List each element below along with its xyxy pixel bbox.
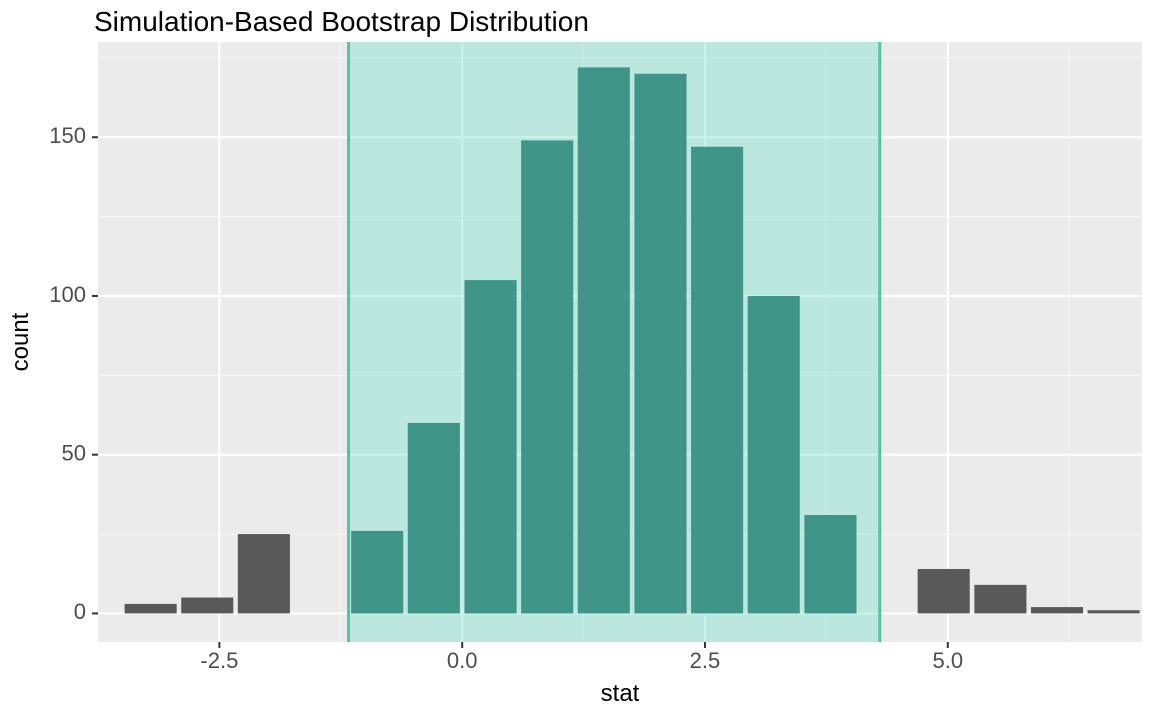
histogram-bar xyxy=(974,585,1026,614)
histogram-bar xyxy=(1088,610,1140,613)
histogram-bar xyxy=(804,515,856,613)
y-tick-label: 50 xyxy=(62,441,86,466)
y-tick-label: 100 xyxy=(49,282,86,307)
x-tick-label: 5.0 xyxy=(932,648,963,673)
histogram-bar xyxy=(125,604,177,614)
chart-svg: 0 50 100 150 -2.5 0.0 2.5 5.0 stat count xyxy=(0,0,1152,711)
histogram-bar xyxy=(918,569,970,613)
y-tick-label: 150 xyxy=(49,123,86,148)
histogram-bar xyxy=(691,147,743,614)
x-axis-title: stat xyxy=(601,680,640,707)
histogram-bar xyxy=(748,296,800,613)
histogram-bar xyxy=(408,423,460,613)
y-axis-title: count xyxy=(7,312,34,371)
histogram-bar xyxy=(1031,607,1083,613)
histogram-bar xyxy=(464,280,516,613)
histogram-bar xyxy=(634,74,686,614)
y-tick-label: 0 xyxy=(74,599,86,624)
histogram-bar xyxy=(351,531,403,614)
x-tick-label: -2.5 xyxy=(200,648,238,673)
chart-title: Simulation-Based Bootstrap Distribution xyxy=(94,6,589,38)
bootstrap-histogram-chart: Simulation-Based Bootstrap Distribution … xyxy=(0,0,1152,711)
x-tick-label: 2.5 xyxy=(690,648,721,673)
histogram-bar xyxy=(181,598,233,614)
x-tick-label: 0.0 xyxy=(447,648,478,673)
histogram-bar xyxy=(238,534,290,613)
histogram-bar xyxy=(521,140,573,613)
histogram-bar xyxy=(578,67,630,613)
